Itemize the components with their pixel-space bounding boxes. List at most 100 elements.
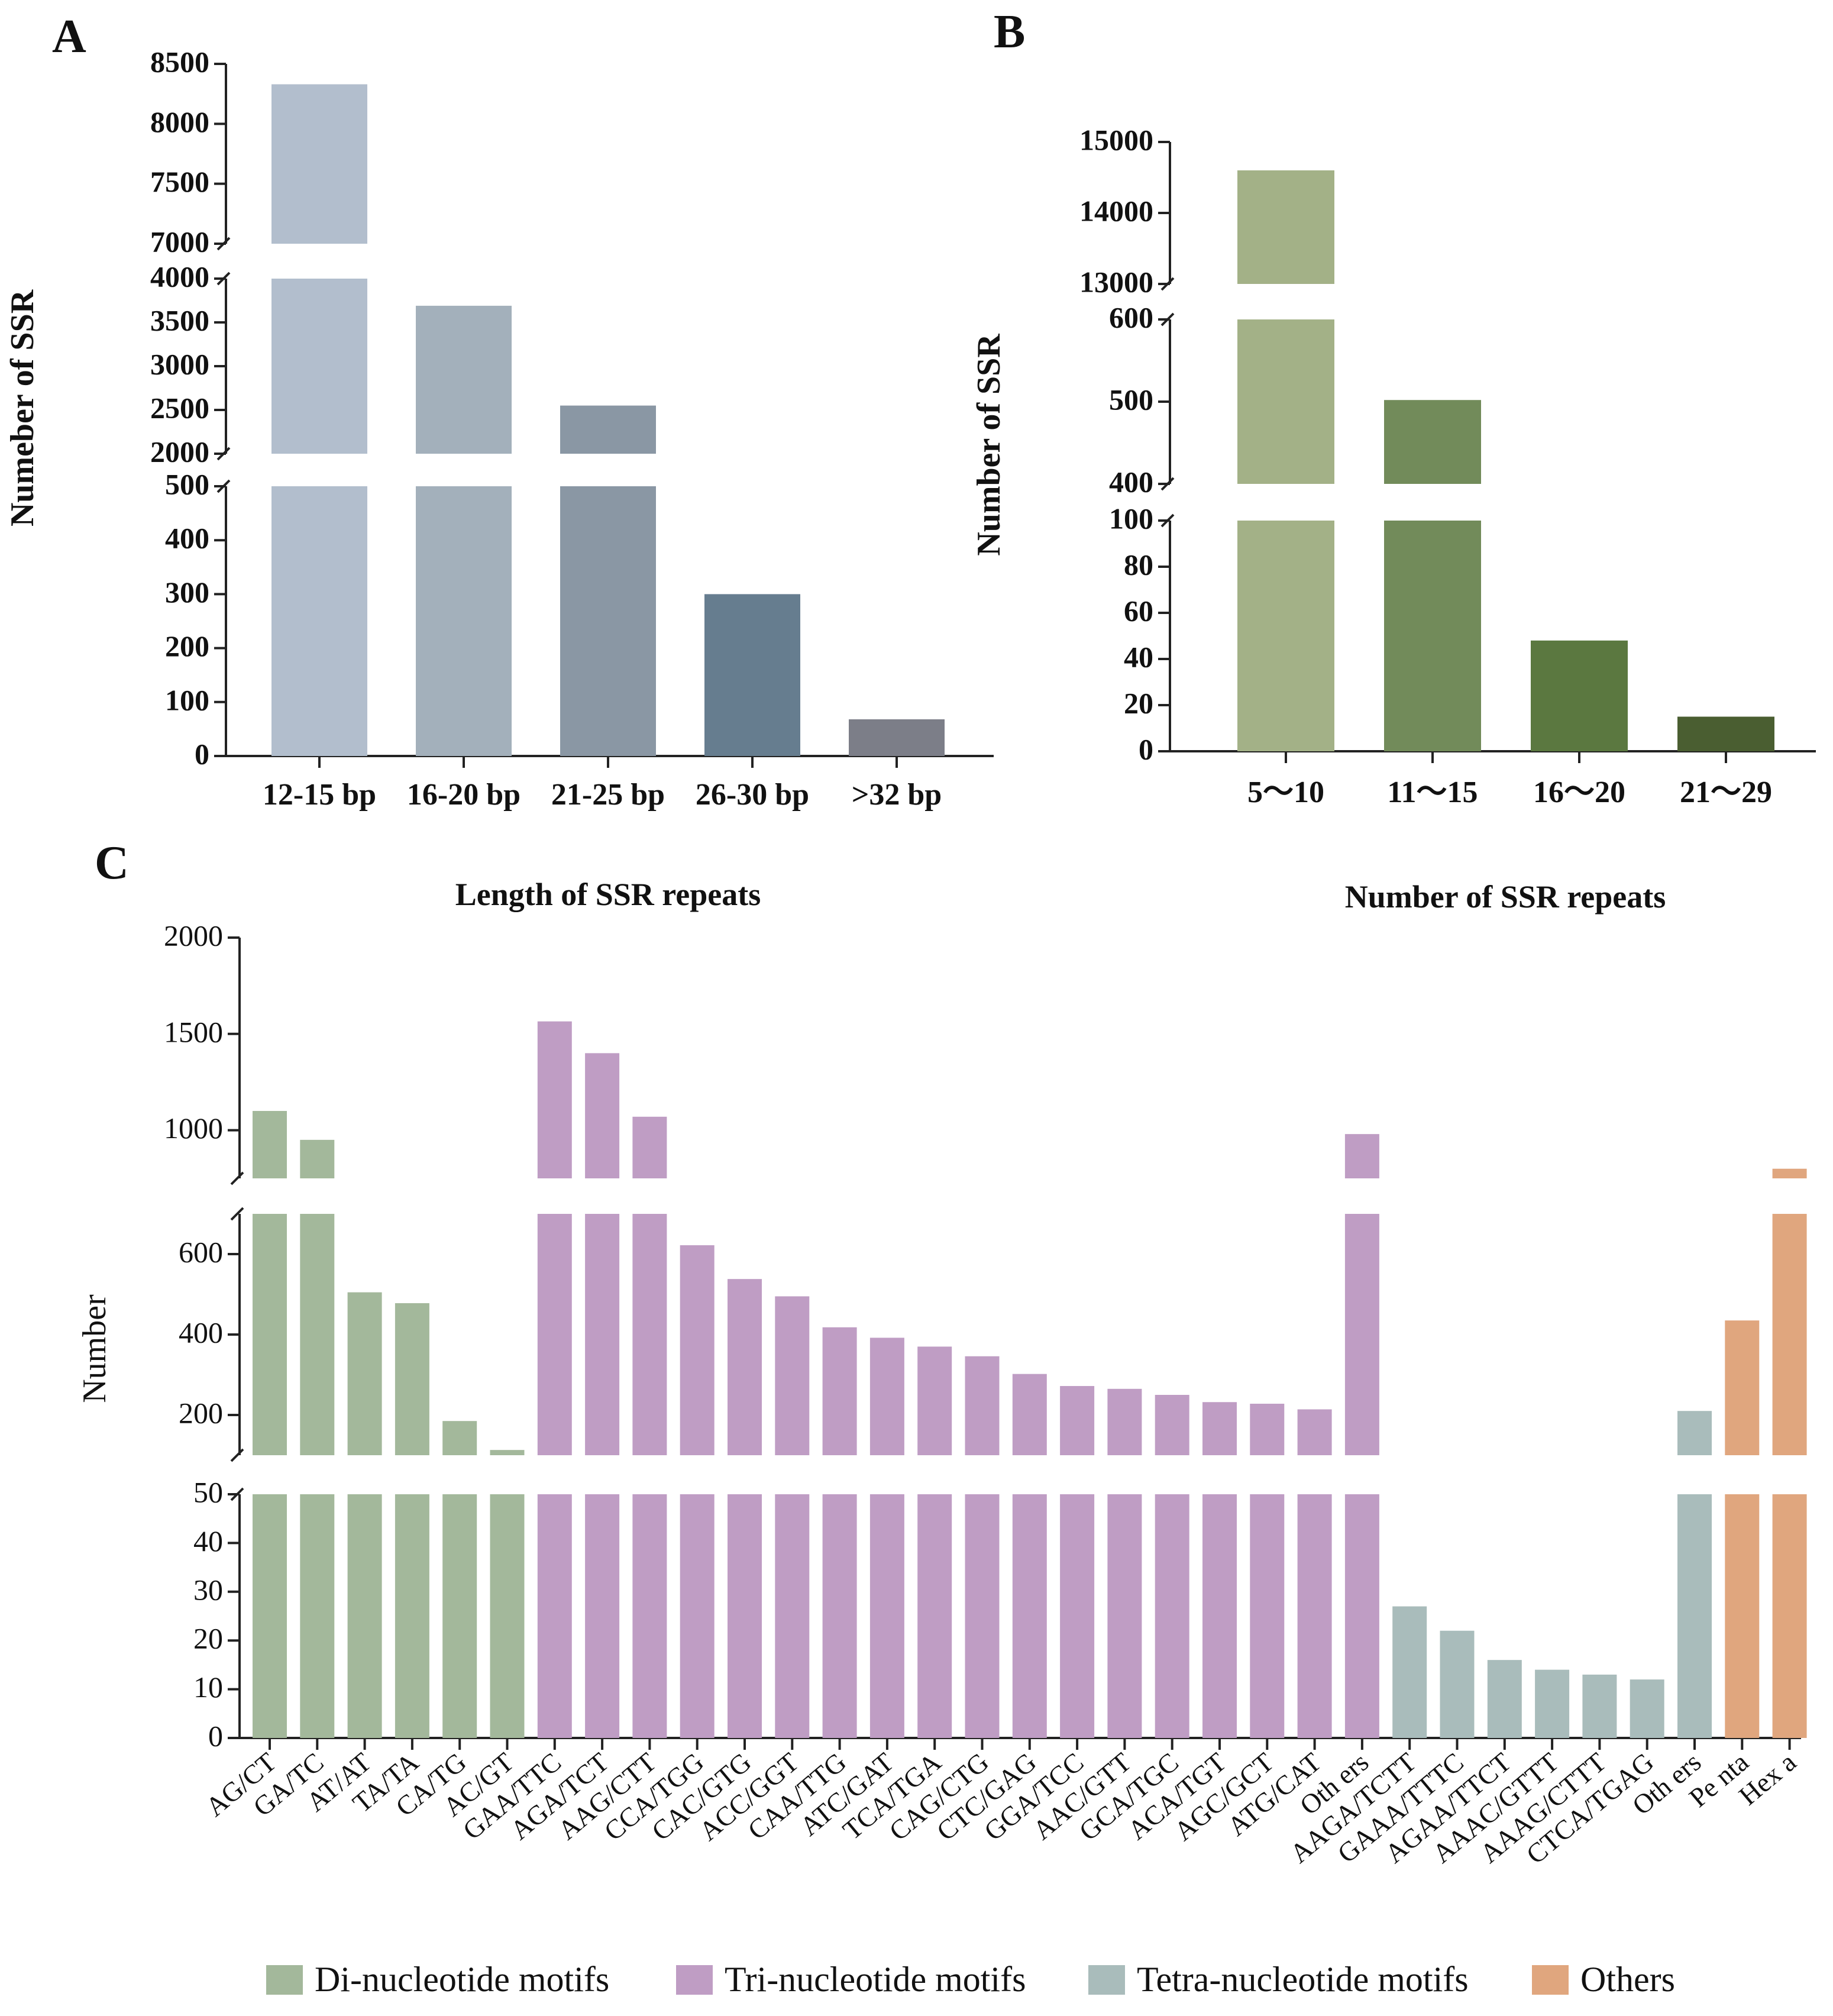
bar-2-segment-0 — [347, 1494, 382, 1738]
bar-5-segment-0 — [490, 1494, 525, 1738]
y-tick-label: 20 — [1124, 686, 1153, 719]
bar-20-segment-1 — [1202, 1402, 1237, 1455]
bar-2-segment-1 — [347, 1292, 382, 1455]
x-tick-label: 5～10 — [1247, 776, 1324, 809]
y-tick-label: 100 — [165, 683, 209, 716]
bar-4-segment-1 — [442, 1421, 477, 1455]
y-tick-label: 14000 — [1079, 194, 1153, 227]
panel-label-b: B — [994, 6, 1025, 58]
bar-6-segment-2 — [537, 1021, 572, 1178]
y-tick-label: 40 — [193, 1524, 223, 1558]
axis-break-mark — [230, 1171, 244, 1185]
bar-1-segment-1 — [416, 305, 512, 454]
y-tick-label: 50 — [193, 1475, 223, 1508]
x-tick-label: 21～29 — [1680, 776, 1772, 809]
bar-7-segment-1 — [585, 1214, 620, 1455]
y-tick-label: 8000 — [150, 105, 209, 138]
x-tick-label: 16～20 — [1533, 776, 1625, 809]
bar-11-segment-0 — [775, 1494, 810, 1738]
bar-13-segment-0 — [869, 1494, 904, 1738]
bar-3-segment-0 — [395, 1494, 429, 1738]
legend-label-2: Tetra-nucleotide motifs — [1137, 1960, 1469, 1999]
bar-21-segment-0 — [1250, 1494, 1285, 1738]
bar-22-segment-0 — [1297, 1494, 1332, 1738]
y-tick-label: 30 — [193, 1573, 223, 1606]
bar-7-segment-0 — [585, 1494, 620, 1738]
y-tick-label: 200 — [179, 1396, 223, 1429]
bar-8-segment-2 — [632, 1116, 667, 1178]
y-tick-label: 7500 — [150, 165, 209, 198]
bar-29-segment-0 — [1630, 1679, 1664, 1738]
bar-30-segment-0 — [1677, 1494, 1712, 1738]
y-axis-label: Number of SSR — [971, 334, 1007, 556]
y-tick-label: 20 — [193, 1622, 223, 1655]
y-tick-label: 13000 — [1079, 265, 1153, 298]
legend-label-3: Others — [1580, 1960, 1675, 1999]
y-axis-label: Numeber of SSR — [4, 289, 41, 526]
legend-swatch-0 — [266, 1965, 303, 1995]
bar-17-segment-1 — [1060, 1386, 1095, 1455]
bar-0-segment-2 — [253, 1111, 287, 1178]
bar-9-segment-1 — [680, 1245, 715, 1455]
bar-11-segment-1 — [775, 1296, 810, 1455]
bar-4-segment-0 — [442, 1494, 477, 1738]
bar-6-segment-1 — [537, 1214, 572, 1455]
bar-23-segment-1 — [1344, 1214, 1379, 1455]
bar-18-segment-1 — [1107, 1388, 1142, 1455]
bar-32-segment-2 — [1772, 1168, 1807, 1178]
bar-3-segment-0 — [704, 594, 800, 756]
bar-6-segment-0 — [537, 1494, 572, 1738]
y-tick-label: 2000 — [150, 435, 209, 468]
bar-3-segment-1 — [395, 1303, 429, 1455]
bar-12-segment-0 — [822, 1494, 857, 1738]
bar-8-segment-0 — [632, 1494, 667, 1738]
bar-21-segment-1 — [1250, 1403, 1285, 1455]
bar-32-segment-1 — [1772, 1214, 1807, 1455]
bar-0-segment-1 — [253, 1214, 287, 1455]
bar-10-segment-1 — [728, 1279, 762, 1455]
bar-13-segment-1 — [869, 1337, 904, 1455]
bar-25-segment-0 — [1440, 1630, 1475, 1738]
bar-16-segment-1 — [1012, 1374, 1047, 1455]
legend: Di-nucleotide motifs Tri-nucleotide motif… — [266, 1960, 1675, 1999]
bar-3-segment-0 — [1677, 716, 1774, 751]
bar-31-segment-1 — [1725, 1320, 1760, 1455]
x-tick-label: >32 bp — [852, 778, 942, 812]
legend-swatch-3 — [1532, 1965, 1569, 1995]
bar-19-segment-0 — [1155, 1494, 1189, 1738]
legend-label-0: Di-nucleotide motifs — [315, 1960, 609, 1999]
bar-0-segment-0 — [1237, 521, 1334, 751]
bar-28-segment-0 — [1582, 1674, 1617, 1738]
bar-2-segment-1 — [560, 405, 656, 454]
bar-15-segment-1 — [965, 1356, 1000, 1455]
bar-1-segment-0 — [300, 1494, 335, 1738]
bar-1-segment-0 — [1384, 521, 1481, 751]
legend-swatch-1 — [676, 1965, 713, 1995]
y-tick-label: 1500 — [164, 1015, 223, 1048]
x-tick-label: Hex a — [1733, 1747, 1802, 1811]
y-tick-label: 1000 — [164, 1112, 223, 1145]
bar-15-segment-0 — [965, 1494, 1000, 1738]
bar-2-segment-0 — [1531, 640, 1628, 751]
y-tick-label: 0 — [1139, 732, 1153, 765]
panel-label-a: A — [52, 11, 86, 63]
axis-break-mark — [230, 1448, 244, 1462]
bar-23-segment-2 — [1344, 1134, 1379, 1178]
y-tick-label: 3000 — [150, 347, 209, 380]
y-tick-label: 80 — [1124, 548, 1153, 581]
y-tick-label: 60 — [1124, 594, 1153, 627]
x-tick-label: 21-25 bp — [551, 778, 665, 812]
bar-31-segment-0 — [1725, 1494, 1760, 1738]
bar-14-segment-0 — [917, 1494, 952, 1738]
legend-swatch-2 — [1088, 1965, 1125, 1995]
panel-label-c: C — [95, 837, 129, 889]
bar-8-segment-1 — [632, 1214, 667, 1455]
y-tick-label: 200 — [165, 629, 209, 663]
legend-label-1: Tri-nucleotide motifs — [725, 1960, 1026, 1999]
x-tick-label: 16-20 bp — [407, 778, 521, 812]
bar-16-segment-0 — [1012, 1494, 1047, 1738]
y-tick-label: 500 — [1109, 383, 1153, 416]
